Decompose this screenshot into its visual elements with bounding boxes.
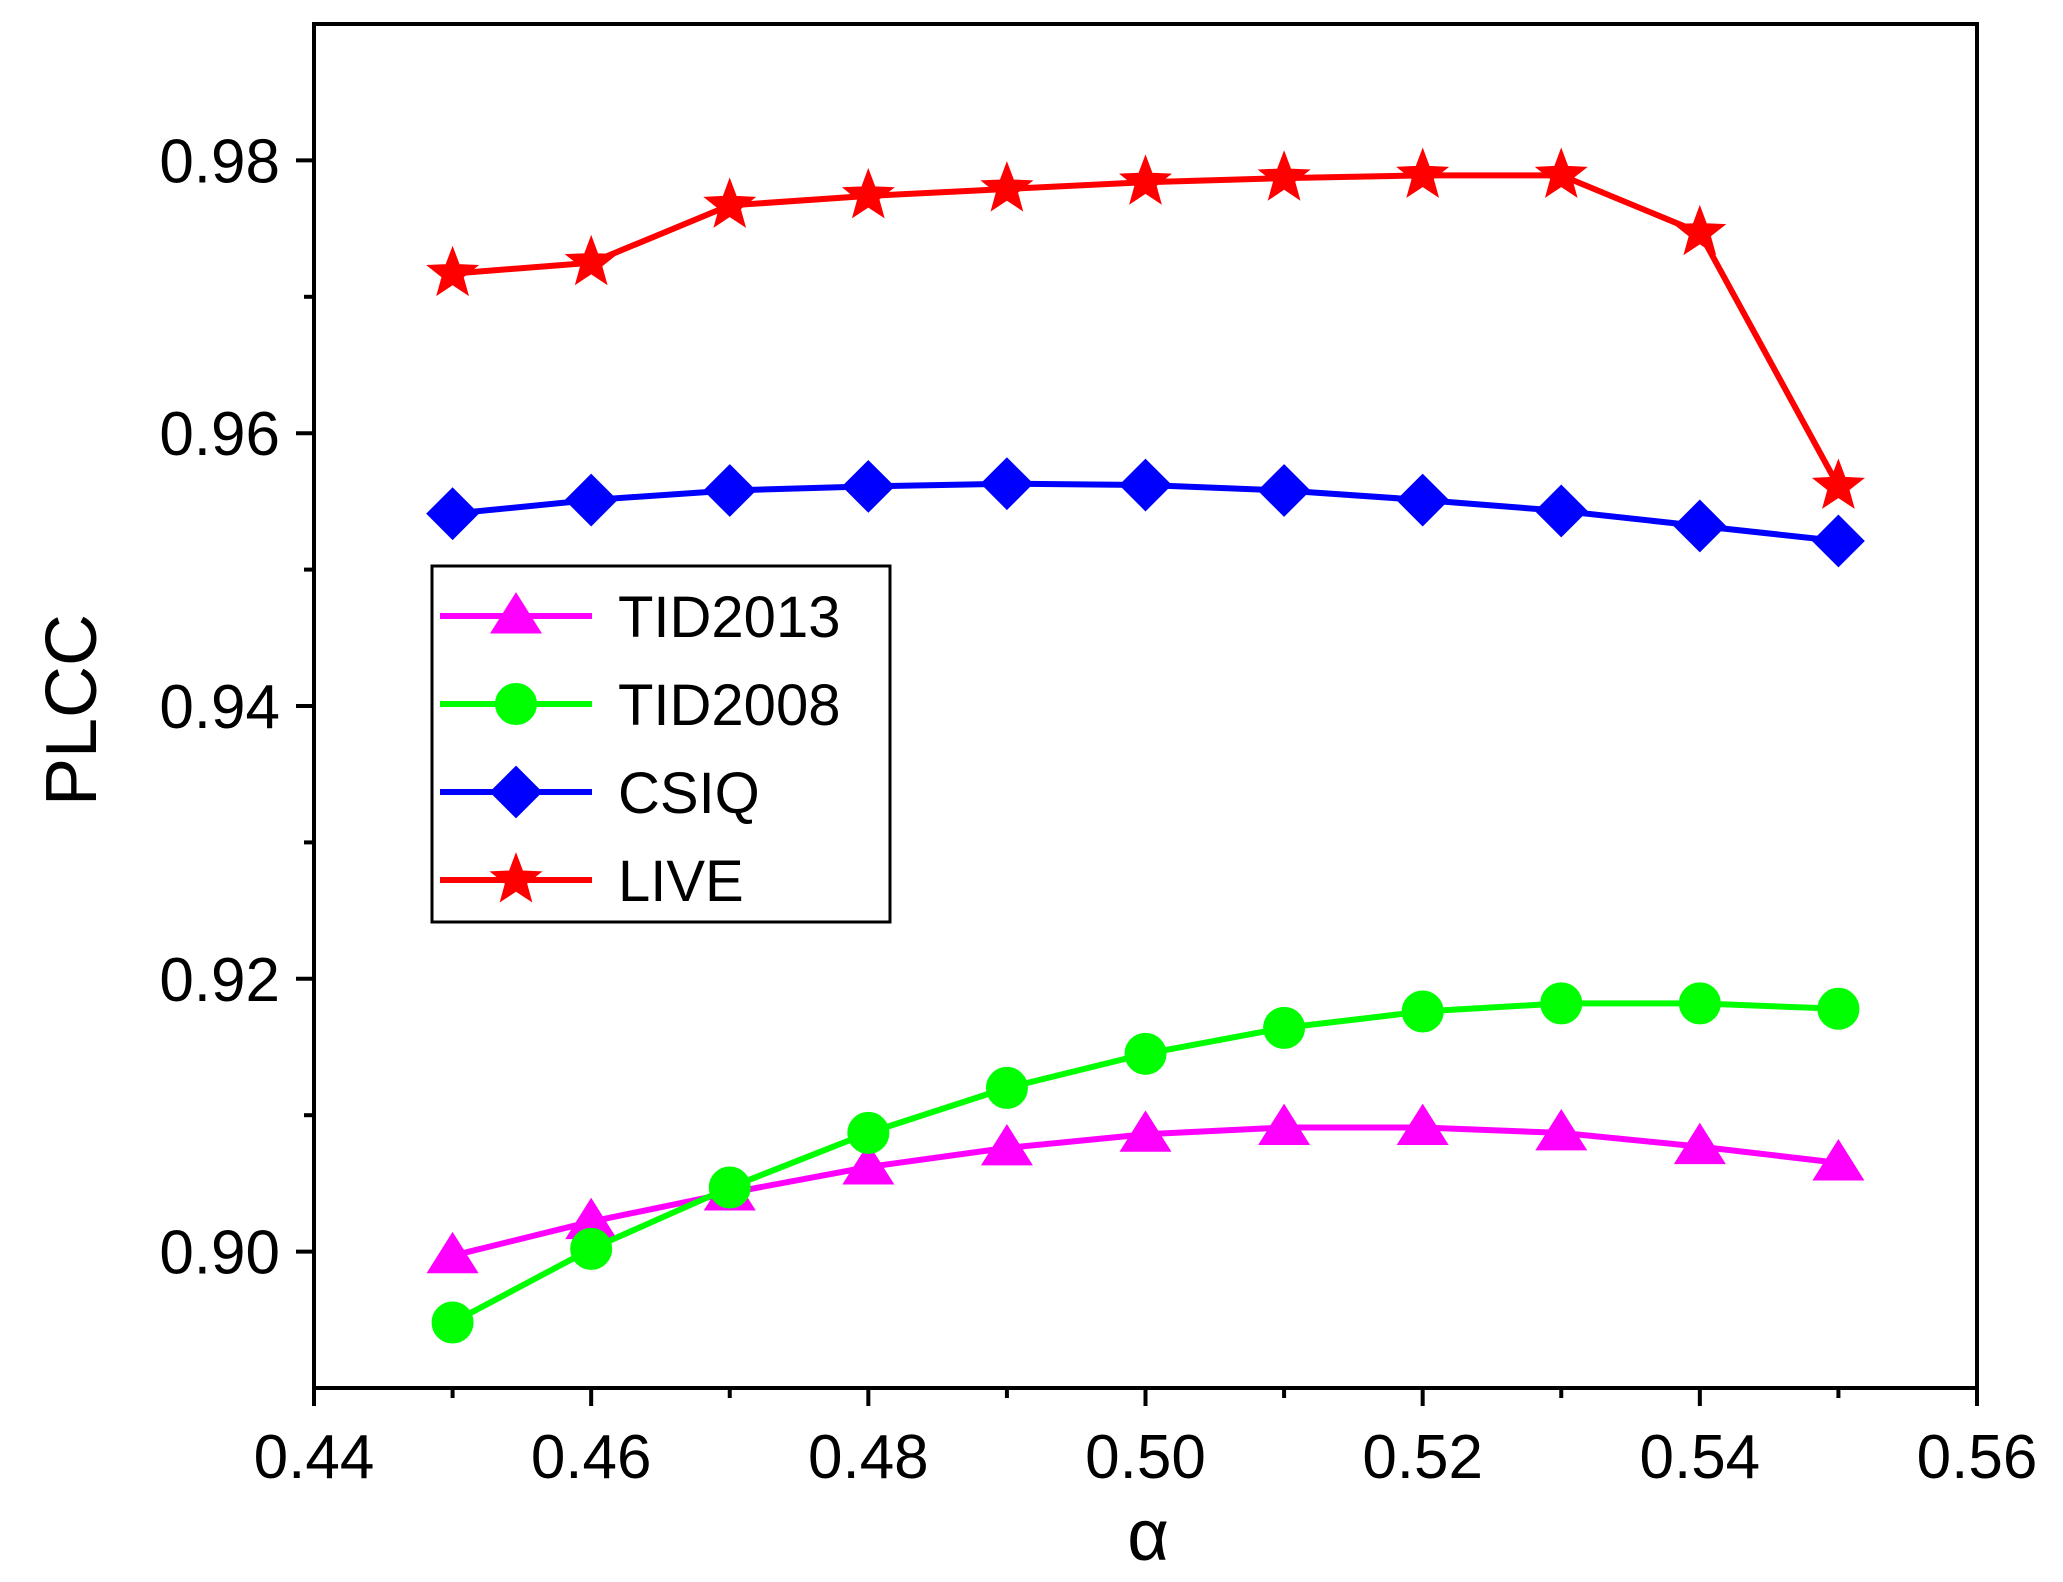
data-point-live [841, 168, 895, 219]
y-tick-label: 0.92 [159, 946, 280, 1015]
y-tick-label: 0.98 [159, 127, 280, 196]
data-point-live [703, 177, 757, 228]
data-point-tid2008 [847, 1111, 890, 1154]
data-point-tid2013 [1673, 1122, 1726, 1165]
data-point-tid2008 [985, 1066, 1028, 1109]
data-point-live [426, 245, 480, 297]
data-point-tid2008 [1401, 990, 1444, 1033]
y-axis-title: PLCC [32, 614, 112, 806]
legend-label-tid2008: TID2008 [618, 673, 840, 738]
x-tick-label: 0.44 [254, 1423, 375, 1492]
data-point-csiq [703, 464, 757, 517]
x-tick-label: 0.54 [1639, 1423, 1760, 1492]
series-live [426, 147, 1865, 509]
data-point-tid2013 [1396, 1103, 1449, 1145]
data-point-csiq [564, 473, 618, 527]
legend-marker-tid2013 [489, 592, 543, 634]
data-point-tid2008 [1124, 1032, 1167, 1075]
legend-label-live: LIVE [618, 849, 744, 914]
data-point-csiq [841, 459, 895, 513]
data-point-csiq [1673, 499, 1727, 553]
axes-layer: 0.44 0.46 0.48 0.50 0.52 0.54 0.56 0.90 0.92 0.94… [159, 127, 2037, 1492]
data-point-live [564, 234, 618, 286]
x-axis-title: α [1127, 1496, 1169, 1576]
data-point-csiq [980, 457, 1034, 511]
data-point-tid2013 [1119, 1110, 1172, 1152]
data-point-csiq [1812, 514, 1865, 568]
x-tick-label: 0.56 [1917, 1423, 2038, 1492]
legend-marker-tid2008 [495, 683, 537, 725]
series-line-live [452, 172, 1842, 488]
series-tid2008 [431, 982, 1860, 1344]
data-point-tid2013 [980, 1124, 1033, 1166]
data-point-live [980, 161, 1034, 212]
data-point-live [1673, 204, 1727, 256]
data-point-csiq [426, 487, 479, 541]
data-point-tid2008 [1817, 987, 1860, 1030]
data-point-tid2008 [1263, 1006, 1306, 1049]
data-point-csiq [1119, 458, 1172, 512]
data-point-live [1396, 147, 1450, 198]
legend-label-tid2013: TID2013 [618, 585, 840, 650]
data-point-tid2008 [1678, 982, 1721, 1025]
series-tid2013 [426, 1103, 1865, 1274]
data-point-live [1118, 154, 1173, 205]
legend-marker-live [489, 852, 543, 903]
data-point-csiq [1396, 473, 1450, 527]
data-point-tid2008 [708, 1166, 751, 1209]
data-point-tid2013 [426, 1231, 479, 1274]
series-layer [426, 147, 1865, 1344]
x-tick-label: 0.46 [531, 1423, 652, 1492]
series-csiq [426, 457, 1865, 568]
data-point-tid2013 [1812, 1139, 1865, 1181]
legend-label-csiq: CSIQ [618, 761, 760, 826]
data-point-tid2013 [842, 1143, 895, 1185]
data-point-csiq [1257, 464, 1311, 517]
data-point-live [1811, 458, 1865, 509]
legend-marker-csiq [489, 765, 543, 819]
y-tick-label: 0.96 [159, 400, 280, 469]
data-point-live [1534, 147, 1588, 198]
y-tick-label: 0.90 [159, 1219, 280, 1288]
data-point-tid2013 [1535, 1109, 1588, 1151]
x-tick-label: 0.48 [808, 1423, 929, 1492]
x-tick-label: 0.50 [1085, 1423, 1206, 1492]
data-point-tid2008 [431, 1301, 474, 1344]
legend: TID2013 TID2008 CSIQ LIVE [430, 564, 892, 924]
x-tick-label: 0.52 [1362, 1423, 1483, 1492]
data-point-tid2008 [570, 1227, 613, 1270]
data-point-live [1257, 150, 1311, 201]
y-tick-label: 0.94 [159, 673, 280, 742]
data-point-tid2013 [1258, 1103, 1311, 1145]
data-point-tid2008 [1540, 982, 1583, 1025]
data-point-csiq [1534, 484, 1588, 538]
